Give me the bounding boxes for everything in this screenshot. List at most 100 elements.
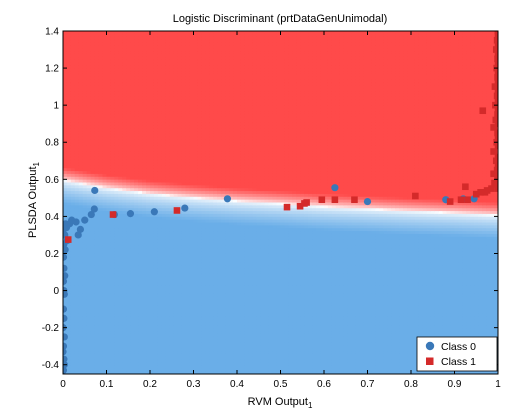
surface-cell: [74, 262, 80, 266]
surface-cell: [102, 285, 108, 289]
surface-cell: [110, 171, 115, 175]
surface-cell: [82, 36, 88, 41]
surface-cell: [66, 59, 72, 64]
surface-cell: [70, 348, 76, 352]
surface-cell: [74, 105, 80, 109]
surface-cell: [106, 31, 112, 35]
surface-cell: [74, 65, 80, 69]
surface-cell: [63, 76, 68, 81]
surface-cell: [98, 96, 104, 101]
surface-cell: [86, 271, 92, 275]
surface-cell: [82, 93, 88, 98]
surface-cell: [78, 91, 84, 95]
surface-cell: [102, 133, 108, 138]
surface-cell: [114, 99, 119, 104]
surface-cell: [106, 253, 112, 258]
surface-cell: [114, 273, 119, 278]
surface-cell: [90, 185, 96, 189]
surface-cell: [114, 231, 119, 235]
surface-cell: [86, 291, 92, 295]
surface-cell: [78, 259, 84, 264]
surface-cell: [98, 159, 104, 164]
surface-cell: [98, 179, 104, 184]
surface-cell: [74, 39, 80, 44]
surface-cell: [70, 205, 76, 209]
surface-cell: [63, 133, 68, 138]
surface-cell: [90, 245, 96, 249]
surface-cell: [114, 179, 119, 184]
surface-cell: [106, 173, 112, 178]
surface-cell: [74, 96, 80, 101]
surface-cell: [110, 205, 115, 209]
surface-cell: [114, 371, 119, 374]
surface-cell: [63, 185, 68, 189]
surface-cell: [114, 302, 119, 306]
surface-cell: [66, 213, 72, 218]
surface-cell: [98, 205, 104, 209]
surface-cell: [106, 348, 112, 352]
surface-cell: [86, 265, 92, 269]
surface-cell: [90, 262, 96, 266]
surface-cell: [63, 31, 68, 35]
surface-cell: [114, 353, 119, 358]
surface-cell: [63, 191, 68, 195]
surface-cell: [114, 71, 119, 75]
surface-cell: [63, 108, 68, 112]
surface-cell: [94, 51, 100, 55]
surface-cell: [86, 193, 92, 198]
surface-cell: [86, 71, 92, 75]
surface-cell: [74, 305, 80, 309]
surface-cell: [110, 202, 115, 206]
surface-cell: [86, 88, 92, 92]
surface-cell: [110, 191, 115, 195]
surface-cell: [114, 56, 119, 61]
surface-cell: [82, 179, 88, 184]
surface-cell: [74, 342, 80, 347]
surface-cell: [114, 102, 119, 106]
surface-cell: [82, 368, 88, 372]
surface-cell: [74, 199, 80, 204]
surface-cell: [94, 299, 100, 304]
surface-cell: [90, 159, 96, 164]
surface-cell: [114, 122, 119, 126]
surface-cell: [106, 68, 112, 72]
surface-cell: [82, 256, 88, 261]
surface-cell: [94, 308, 100, 312]
surface-cell: [82, 296, 88, 301]
surface-cell: [90, 119, 96, 124]
surface-cell: [70, 99, 76, 104]
surface-cell: [74, 191, 80, 195]
surface-cell: [110, 268, 115, 272]
surface-cell: [114, 91, 119, 95]
surface-cell: [86, 85, 92, 89]
surface-cell: [90, 59, 96, 64]
surface-cell: [98, 282, 104, 286]
surface-cell: [78, 316, 84, 321]
surface-cell: [82, 159, 88, 164]
surface-cell: [110, 253, 115, 258]
surface-cell: [94, 233, 100, 238]
surface-cell: [110, 319, 115, 324]
surface-cell: [110, 133, 115, 138]
surface-cell: [90, 93, 96, 98]
surface-cell: [86, 293, 92, 298]
surface-cell: [70, 165, 76, 169]
surface-cell: [118, 76, 123, 81]
surface-cell: [63, 173, 68, 178]
surface-cell: [78, 328, 84, 332]
surface-cell: [78, 313, 84, 318]
surface-cell: [66, 93, 72, 98]
surface-cell: [70, 313, 76, 318]
surface-cell: [70, 151, 76, 155]
surface-cell: [90, 225, 96, 229]
surface-cell: [90, 328, 96, 332]
surface-cell: [86, 165, 92, 169]
surface-cell: [94, 256, 100, 261]
surface-cell: [102, 262, 108, 266]
surface-cell: [82, 271, 88, 275]
surface-cell: [86, 276, 92, 281]
surface-cell: [74, 88, 80, 92]
surface-cell: [74, 33, 80, 38]
surface-cell: [102, 99, 108, 104]
surface-cell: [78, 33, 84, 38]
